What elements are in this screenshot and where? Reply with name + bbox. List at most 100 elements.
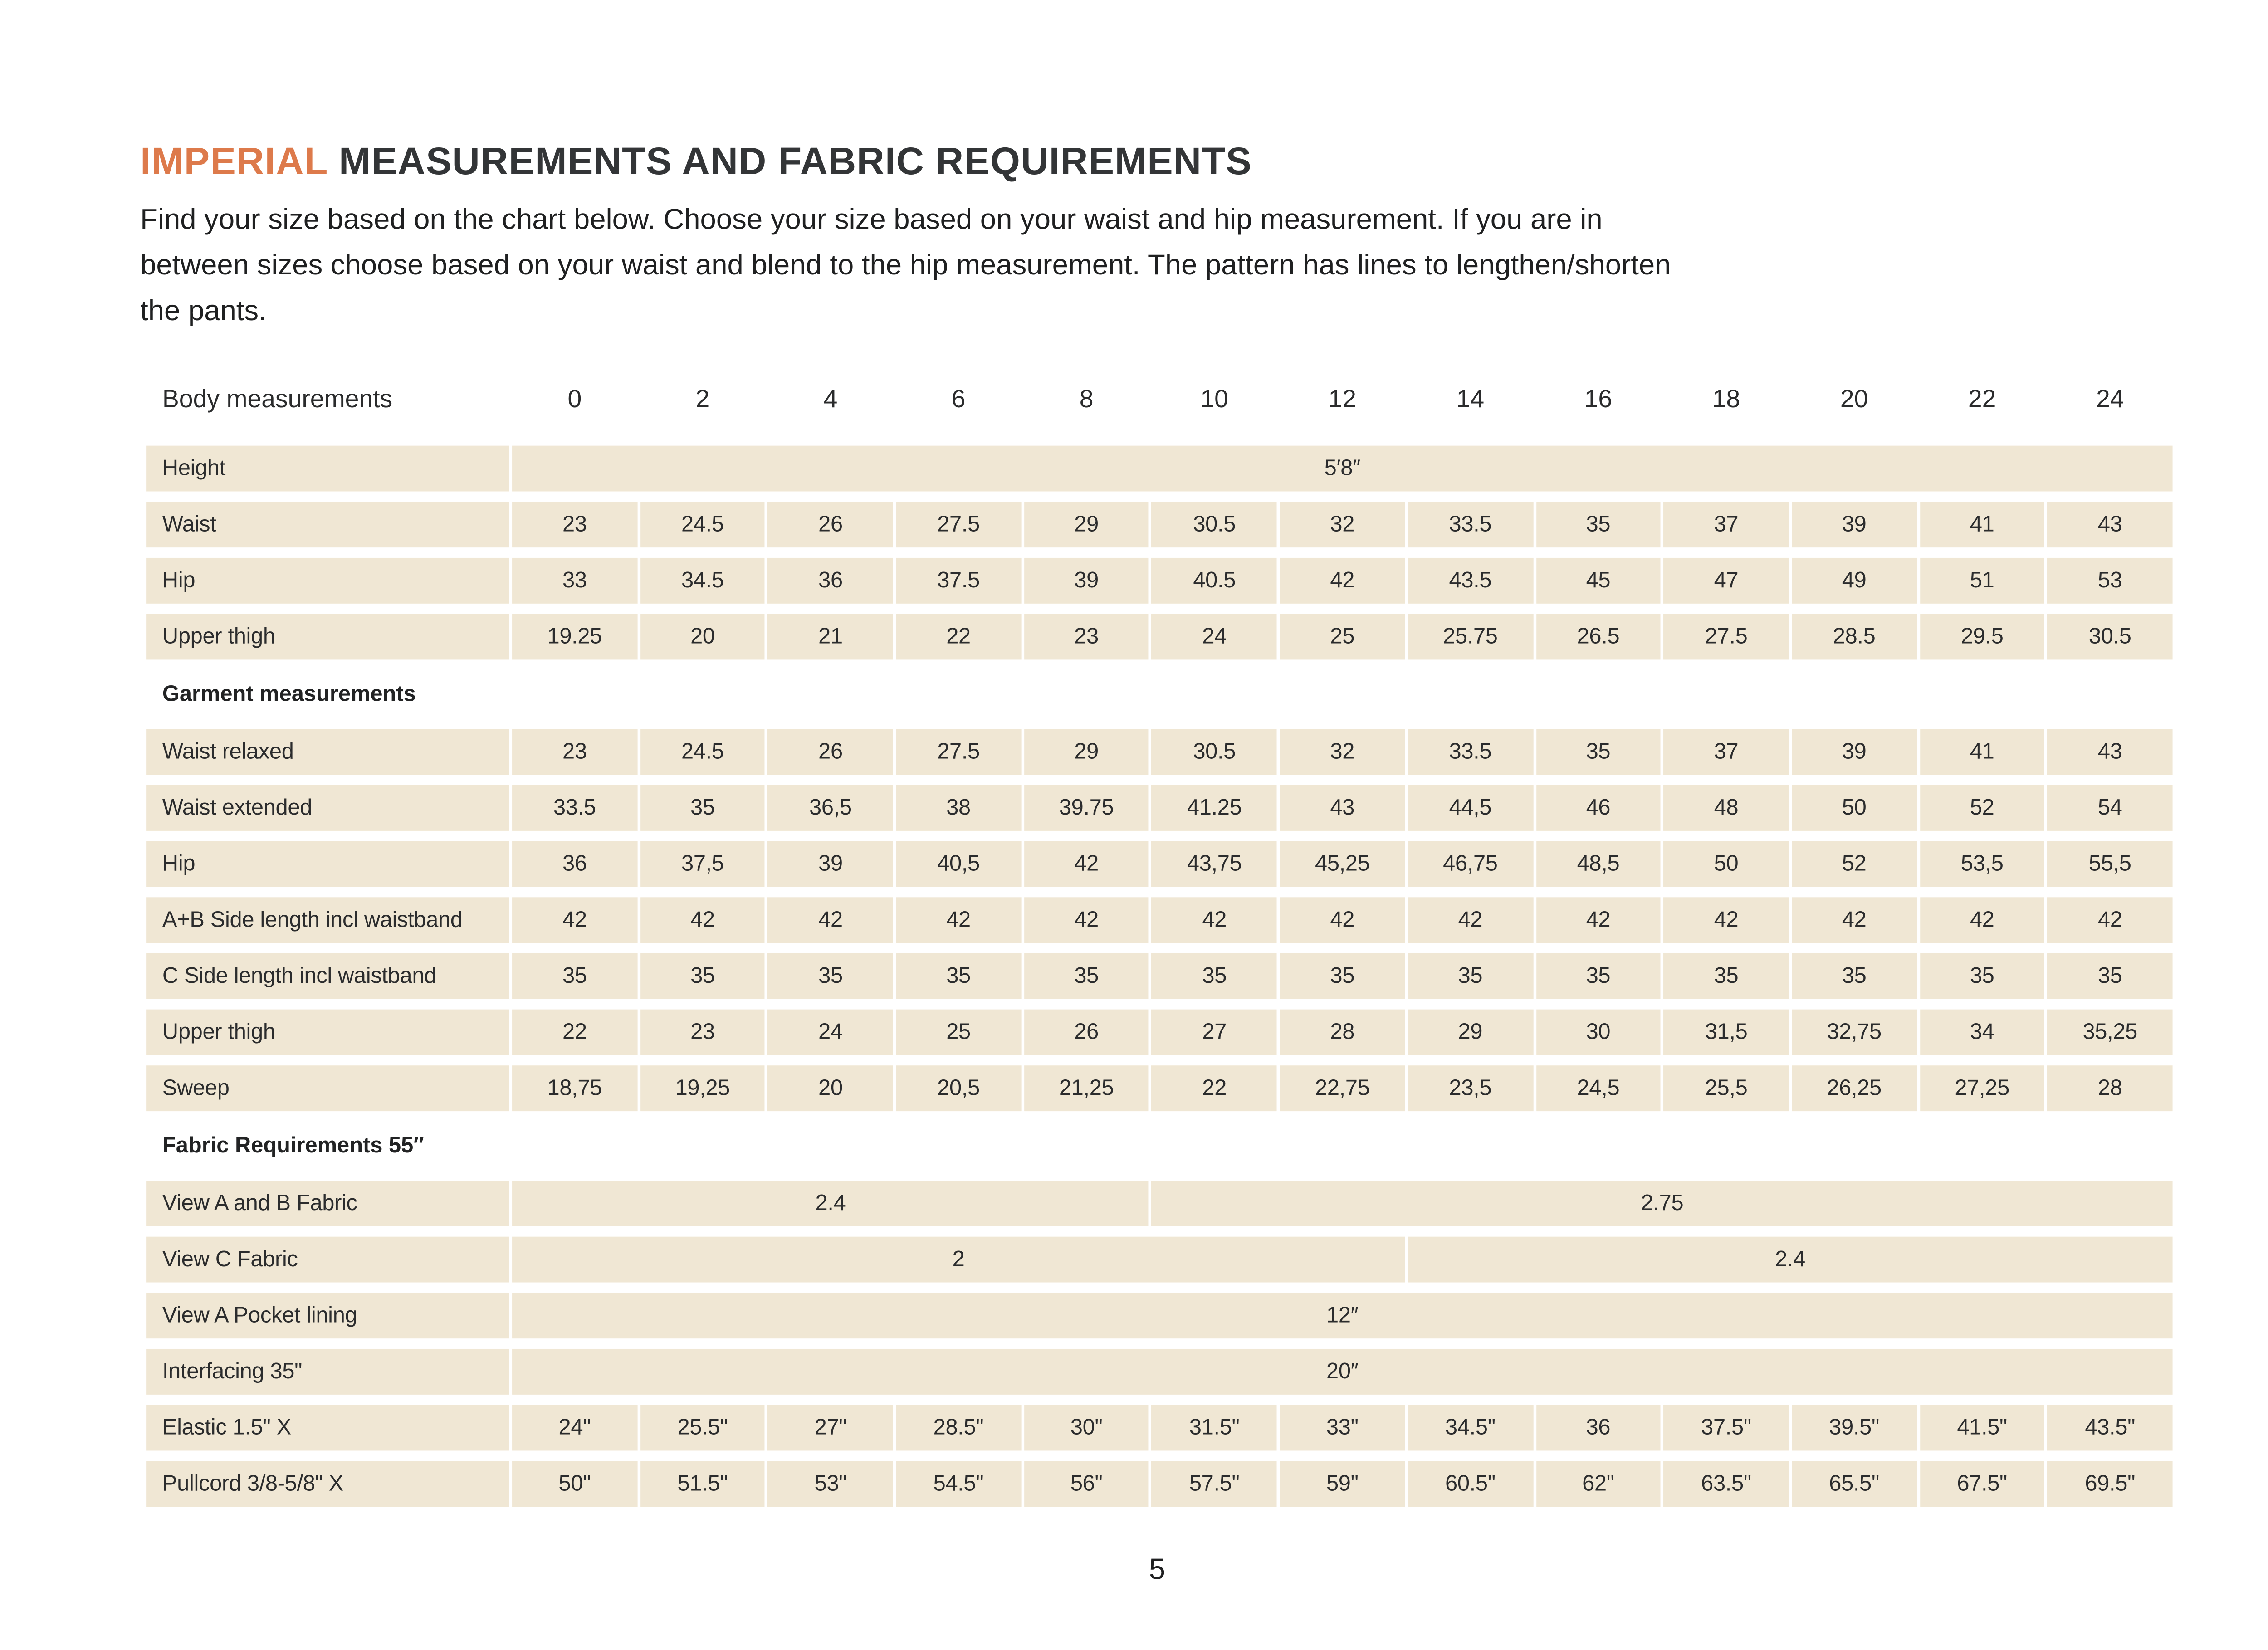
row-value-cell: 42 [1024, 897, 1149, 943]
size-header: 4 [823, 385, 838, 414]
row-value-cell: 35 [1408, 953, 1533, 999]
page-title-rest: MEASUREMENTS AND FABRIC REQUIREMENTS [339, 138, 1252, 183]
row-value-cell: 24 [1152, 614, 1277, 660]
row-value-cell: 36 [512, 841, 637, 887]
row-value-cell: 30.5 [2047, 614, 2173, 660]
page-number: 5 [1149, 1554, 1166, 1587]
intro-line: between sizes choose based on your waist… [140, 249, 1671, 282]
row-value-cell: 50 [1663, 841, 1789, 887]
row-value-cell: 43.5 [1408, 557, 1533, 604]
row-value-cell: 54 [2047, 785, 2173, 831]
page-title: IMPERIAL MEASUREMENTS AND FABRIC REQUIRE… [140, 142, 2174, 180]
row-value-cell: 27 [1152, 1009, 1277, 1055]
row-value-cell: 60.5" [1408, 1461, 1533, 1507]
row-value-cell: 29 [1024, 729, 1149, 775]
row-value-cell: 46 [1535, 785, 1661, 831]
row-value-cell: 29 [1024, 502, 1149, 548]
section-header: Fabric Requirements 55″ [146, 1121, 2173, 1171]
row-value-cell: 30" [1024, 1405, 1149, 1451]
row-value-cell: 5′8″ [512, 445, 2173, 492]
row-value-cell: 45,25 [1280, 841, 1405, 887]
row-value-cell: 33.5 [512, 785, 637, 831]
row-value-cell: 24.5 [640, 729, 765, 775]
row-value-cell: 31,5 [1663, 1009, 1789, 1055]
size-header: 10 [1200, 385, 1228, 414]
row-label: Waist relaxed [146, 729, 509, 775]
row-value-cell: 12″ [512, 1293, 2173, 1339]
row-value-cell: 25,5 [1663, 1065, 1789, 1112]
row-value-cell: 40,5 [896, 841, 1021, 887]
row-value-cell: 42 [1919, 897, 2045, 943]
row-value-cell: 20″ [512, 1348, 2173, 1395]
row-value-cell: 43 [2047, 502, 2173, 548]
row-value-cell: 19.25 [512, 614, 637, 660]
row-value-cell: 35 [2047, 953, 2173, 999]
row-value-cell: 38 [896, 785, 1021, 831]
intro-line: Find your size based on the chart below.… [140, 204, 1603, 236]
row-label: Waist [146, 502, 509, 548]
row-value-cell: 42 [896, 897, 1021, 943]
row-value-cell: 52 [1791, 841, 1917, 887]
row-value-cell: 20 [640, 614, 765, 660]
row-value-cell: 63.5" [1663, 1461, 1789, 1507]
row-value-cell: 42 [1280, 897, 1405, 943]
row-value-cell: 41.25 [1152, 785, 1277, 831]
row-value-cell: 35 [1919, 953, 2045, 999]
row-value-cell: 42 [1280, 557, 1405, 604]
row-value-cell: 42 [768, 897, 893, 943]
row-value-cell: 40.5 [1152, 557, 1277, 604]
row-value-cell: 35 [1535, 953, 1661, 999]
row-label: Upper thigh [146, 614, 509, 660]
size-header: 14 [1456, 385, 1485, 414]
row-value-cell: 49 [1791, 557, 1917, 604]
row-value-cell: 18,75 [512, 1065, 637, 1112]
row-label: Upper thigh [146, 1009, 509, 1055]
row-value-cell: 47 [1663, 557, 1789, 604]
row-label: C Side length incl waistband [146, 953, 509, 999]
row-value-cell: 28 [2047, 1065, 2173, 1112]
row-value-cell: 36 [1535, 1405, 1661, 1451]
size-header: 12 [1328, 385, 1357, 414]
row-value-cell: 39 [1791, 729, 1917, 775]
row-value-cell: 50 [1791, 785, 1917, 831]
row-value-cell: 35 [1663, 953, 1789, 999]
row-value-cell: 43.5" [2047, 1405, 2173, 1451]
row-value-cell: 34 [1919, 1009, 2045, 1055]
row-value-cell: 26.5 [1535, 614, 1661, 660]
row-value-cell: 41 [1919, 729, 2045, 775]
row-value-cell: 39 [1791, 502, 1917, 548]
row-value-cell: 28.5 [1791, 614, 1917, 660]
row-value-cell: 23 [512, 502, 637, 548]
row-value-cell: 42 [1535, 897, 1661, 943]
row-value-cell: 39.5" [1791, 1405, 1917, 1451]
row-value-cell: 35 [640, 953, 765, 999]
page-title-accent: IMPERIAL [140, 138, 328, 183]
row-value-cell: 31.5" [1152, 1405, 1277, 1451]
row-value-cell: 27.5 [896, 729, 1021, 775]
row-value-cell: 20 [768, 1065, 893, 1112]
row-value-cell: 23 [512, 729, 637, 775]
row-value-cell: 37.5 [896, 557, 1021, 604]
row-value-cell: 30.5 [1152, 502, 1277, 548]
row-value-cell: 22,75 [1280, 1065, 1405, 1112]
row-value-cell: 2 [512, 1236, 1405, 1283]
size-header: 6 [951, 385, 966, 414]
row-value-cell: 56" [1024, 1461, 1149, 1507]
row-value-cell: 23,5 [1408, 1065, 1533, 1112]
row-value-cell: 62" [1535, 1461, 1661, 1507]
row-value-cell: 36 [768, 557, 893, 604]
intro-line: the pants. [140, 295, 267, 328]
row-value-cell: 37.5" [1663, 1405, 1789, 1451]
row-label: Waist extended [146, 785, 509, 831]
row-value-cell: 25 [896, 1009, 1021, 1055]
row-value-cell: 35 [1791, 953, 1917, 999]
row-value-cell: 27.5 [1663, 614, 1789, 660]
row-value-cell: 45 [1535, 557, 1661, 604]
row-value-cell: 2.4 [512, 1181, 1149, 1226]
row-value-cell: 48 [1663, 785, 1789, 831]
row-value-cell: 26 [768, 502, 893, 548]
row-value-cell: 30 [1535, 1009, 1661, 1055]
size-header: 22 [1968, 385, 1996, 414]
row-value-cell: 35 [1535, 729, 1661, 775]
row-label: Interfacing 35" [146, 1348, 509, 1395]
